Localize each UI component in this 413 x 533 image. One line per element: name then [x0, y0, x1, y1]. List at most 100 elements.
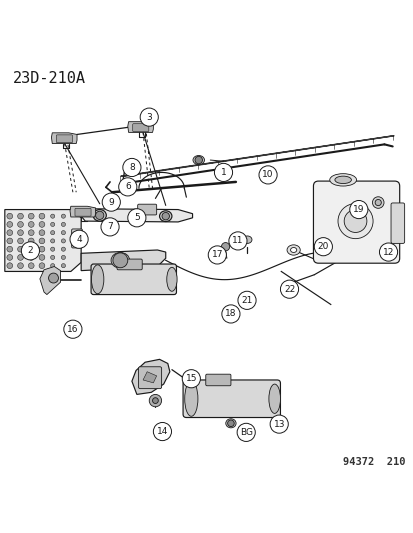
- Text: 16: 16: [67, 325, 78, 334]
- Circle shape: [28, 238, 34, 244]
- Circle shape: [102, 193, 120, 211]
- Circle shape: [61, 247, 65, 251]
- Circle shape: [28, 222, 34, 227]
- Ellipse shape: [93, 209, 106, 221]
- Polygon shape: [5, 209, 81, 271]
- Text: 13: 13: [273, 419, 284, 429]
- Text: 19: 19: [352, 205, 364, 214]
- Text: 6: 6: [125, 182, 131, 191]
- Text: BG: BG: [239, 428, 252, 437]
- Circle shape: [149, 394, 161, 407]
- Circle shape: [21, 242, 39, 260]
- Circle shape: [7, 263, 13, 269]
- Circle shape: [39, 255, 45, 260]
- Circle shape: [208, 246, 226, 264]
- Circle shape: [152, 398, 158, 403]
- Circle shape: [153, 423, 171, 441]
- Text: 2: 2: [28, 246, 33, 255]
- Circle shape: [123, 158, 141, 176]
- Text: 20: 20: [317, 242, 328, 251]
- Polygon shape: [128, 122, 153, 132]
- FancyBboxPatch shape: [138, 204, 156, 215]
- Text: 3: 3: [146, 112, 152, 122]
- Text: 21: 21: [241, 296, 252, 305]
- Circle shape: [221, 243, 229, 251]
- Circle shape: [18, 246, 23, 252]
- Circle shape: [18, 263, 23, 269]
- Ellipse shape: [225, 419, 235, 428]
- Circle shape: [39, 222, 45, 227]
- Ellipse shape: [242, 236, 252, 244]
- Text: 23D-210A: 23D-210A: [13, 70, 86, 85]
- Circle shape: [113, 253, 128, 268]
- Circle shape: [61, 255, 65, 260]
- Circle shape: [269, 415, 287, 433]
- Circle shape: [259, 166, 276, 184]
- Text: 17: 17: [211, 251, 223, 260]
- FancyBboxPatch shape: [71, 229, 82, 248]
- Ellipse shape: [111, 253, 129, 268]
- Polygon shape: [70, 206, 95, 217]
- Circle shape: [237, 423, 255, 441]
- Circle shape: [7, 238, 13, 244]
- Circle shape: [7, 246, 13, 252]
- Polygon shape: [132, 359, 169, 394]
- Circle shape: [101, 218, 119, 236]
- Circle shape: [228, 232, 247, 250]
- Ellipse shape: [268, 384, 280, 414]
- Text: 14: 14: [157, 427, 168, 436]
- Text: 94372  210: 94372 210: [342, 457, 404, 466]
- Ellipse shape: [334, 176, 351, 183]
- Text: 5: 5: [134, 213, 140, 222]
- Circle shape: [39, 230, 45, 236]
- Circle shape: [18, 213, 23, 219]
- Text: 7: 7: [107, 222, 113, 231]
- Text: 1: 1: [220, 168, 226, 177]
- Circle shape: [379, 243, 396, 261]
- Circle shape: [313, 238, 332, 256]
- Circle shape: [50, 239, 55, 243]
- Polygon shape: [143, 372, 156, 383]
- Circle shape: [237, 291, 256, 310]
- Circle shape: [50, 222, 55, 227]
- Circle shape: [70, 230, 88, 248]
- Circle shape: [39, 246, 45, 252]
- Circle shape: [50, 247, 55, 251]
- Circle shape: [61, 214, 65, 218]
- Circle shape: [227, 420, 234, 426]
- Polygon shape: [51, 133, 77, 143]
- Text: 10: 10: [262, 171, 273, 180]
- FancyBboxPatch shape: [205, 374, 230, 386]
- Circle shape: [7, 255, 13, 260]
- Text: 8: 8: [129, 163, 135, 172]
- FancyBboxPatch shape: [313, 181, 399, 263]
- Ellipse shape: [159, 211, 171, 222]
- Circle shape: [280, 280, 298, 298]
- Circle shape: [61, 222, 65, 227]
- Ellipse shape: [286, 245, 299, 255]
- Text: 12: 12: [382, 247, 393, 256]
- Circle shape: [7, 230, 13, 236]
- Ellipse shape: [166, 268, 177, 291]
- FancyBboxPatch shape: [390, 203, 404, 244]
- Ellipse shape: [192, 156, 204, 165]
- Circle shape: [28, 246, 34, 252]
- Circle shape: [18, 255, 23, 260]
- Circle shape: [50, 231, 55, 235]
- Ellipse shape: [337, 204, 372, 239]
- FancyBboxPatch shape: [75, 208, 91, 216]
- FancyBboxPatch shape: [183, 380, 280, 417]
- Circle shape: [128, 209, 145, 227]
- Circle shape: [18, 222, 23, 227]
- Ellipse shape: [374, 199, 380, 206]
- Circle shape: [48, 273, 58, 283]
- Circle shape: [140, 108, 158, 126]
- Circle shape: [39, 263, 45, 269]
- Circle shape: [7, 222, 13, 227]
- Circle shape: [161, 213, 169, 220]
- Circle shape: [28, 230, 34, 236]
- Circle shape: [50, 264, 55, 268]
- Circle shape: [28, 263, 34, 269]
- Ellipse shape: [184, 381, 197, 416]
- Polygon shape: [40, 266, 60, 295]
